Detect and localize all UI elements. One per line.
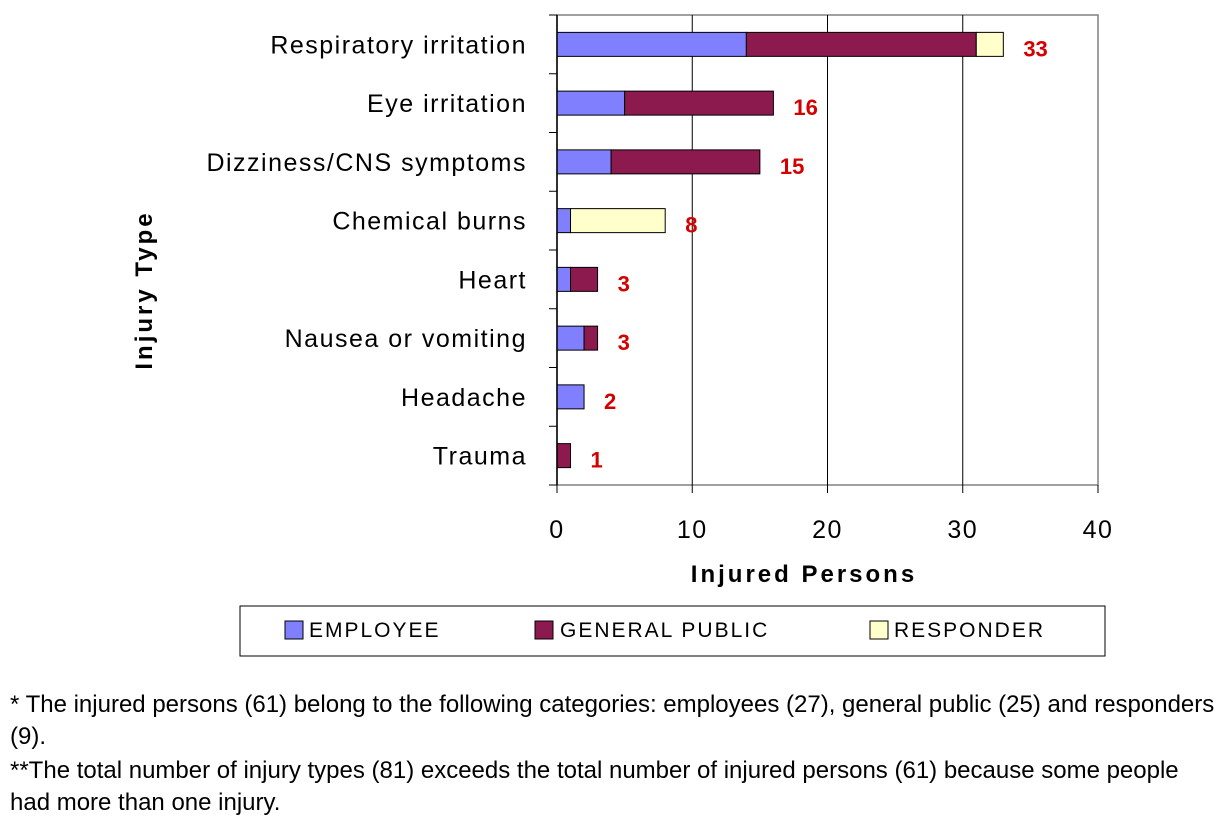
total-value-label: 2 [604,389,616,414]
legend-label-employee: EMPLOYEE [309,619,441,642]
x-tick-label: 40 [1083,516,1114,544]
bar-segment [556,149,612,175]
total-value-label: 8 [685,213,697,238]
category-label: Chemical burns [332,208,527,236]
legend-swatch-responder [869,620,889,640]
legend-label-responder: RESPONDER [894,619,1045,642]
bar-segment [556,443,572,469]
bar-segment [583,325,599,351]
bar-segment [570,266,599,292]
x-axis-title: Injured Persons [691,561,917,588]
legend-swatch-general-public [534,620,554,640]
bar-segment [556,266,572,292]
x-tick-label: 30 [947,516,978,544]
bar-segment [624,90,774,116]
total-value-label: 16 [793,95,817,120]
footnote-injury-types: **The total number of injury types (81) … [10,757,1179,816]
bars [556,31,1004,469]
legend-swatch-employee [284,620,304,640]
category-label: Headache [401,384,527,412]
bar-segment [556,384,585,410]
bar-segment [570,208,666,234]
total-value-label: 1 [591,448,603,473]
total-value-label: 3 [618,271,630,296]
legend-label-general-public: GENERAL PUBLIC [560,619,769,642]
bar-segment [556,90,626,116]
x-ticks: 0 10 20 30 40 [549,14,1114,544]
category-label: Respiratory irritation [270,31,527,59]
total-value-label: 33 [1023,36,1047,61]
category-label: Nausea or vomiting [285,325,527,353]
category-label: Eye irritation [367,90,527,118]
x-tick-label: 20 [812,516,843,544]
category-label: Trauma [433,443,527,471]
bar-segment [556,31,747,57]
bar-segment [556,325,585,351]
category-label: Dizziness/CNS symptoms [206,149,527,177]
legend: EMPLOYEE GENERAL PUBLIC RESPONDER [239,605,1106,657]
bar-segment [610,149,761,175]
bar-segment [745,31,977,57]
injury-chart: Respiratory irritation Eye irritation Dizz… [131,14,1114,657]
legend-box [239,605,1106,657]
category-labels: Respiratory irritation Eye irritation Dizz… [206,31,527,471]
bar-segment [556,208,572,234]
x-tick-label: 10 [677,516,708,544]
total-value-label: 3 [618,330,630,355]
category-label: Heart [458,266,527,294]
y-axis-title: Injury Type [131,210,158,369]
bar-segment [975,31,1004,57]
footnote-injured-persons: * The injured persons (61) belong to the… [10,691,1215,750]
x-tick-label: 0 [549,516,564,544]
total-value-label: 15 [780,154,804,179]
